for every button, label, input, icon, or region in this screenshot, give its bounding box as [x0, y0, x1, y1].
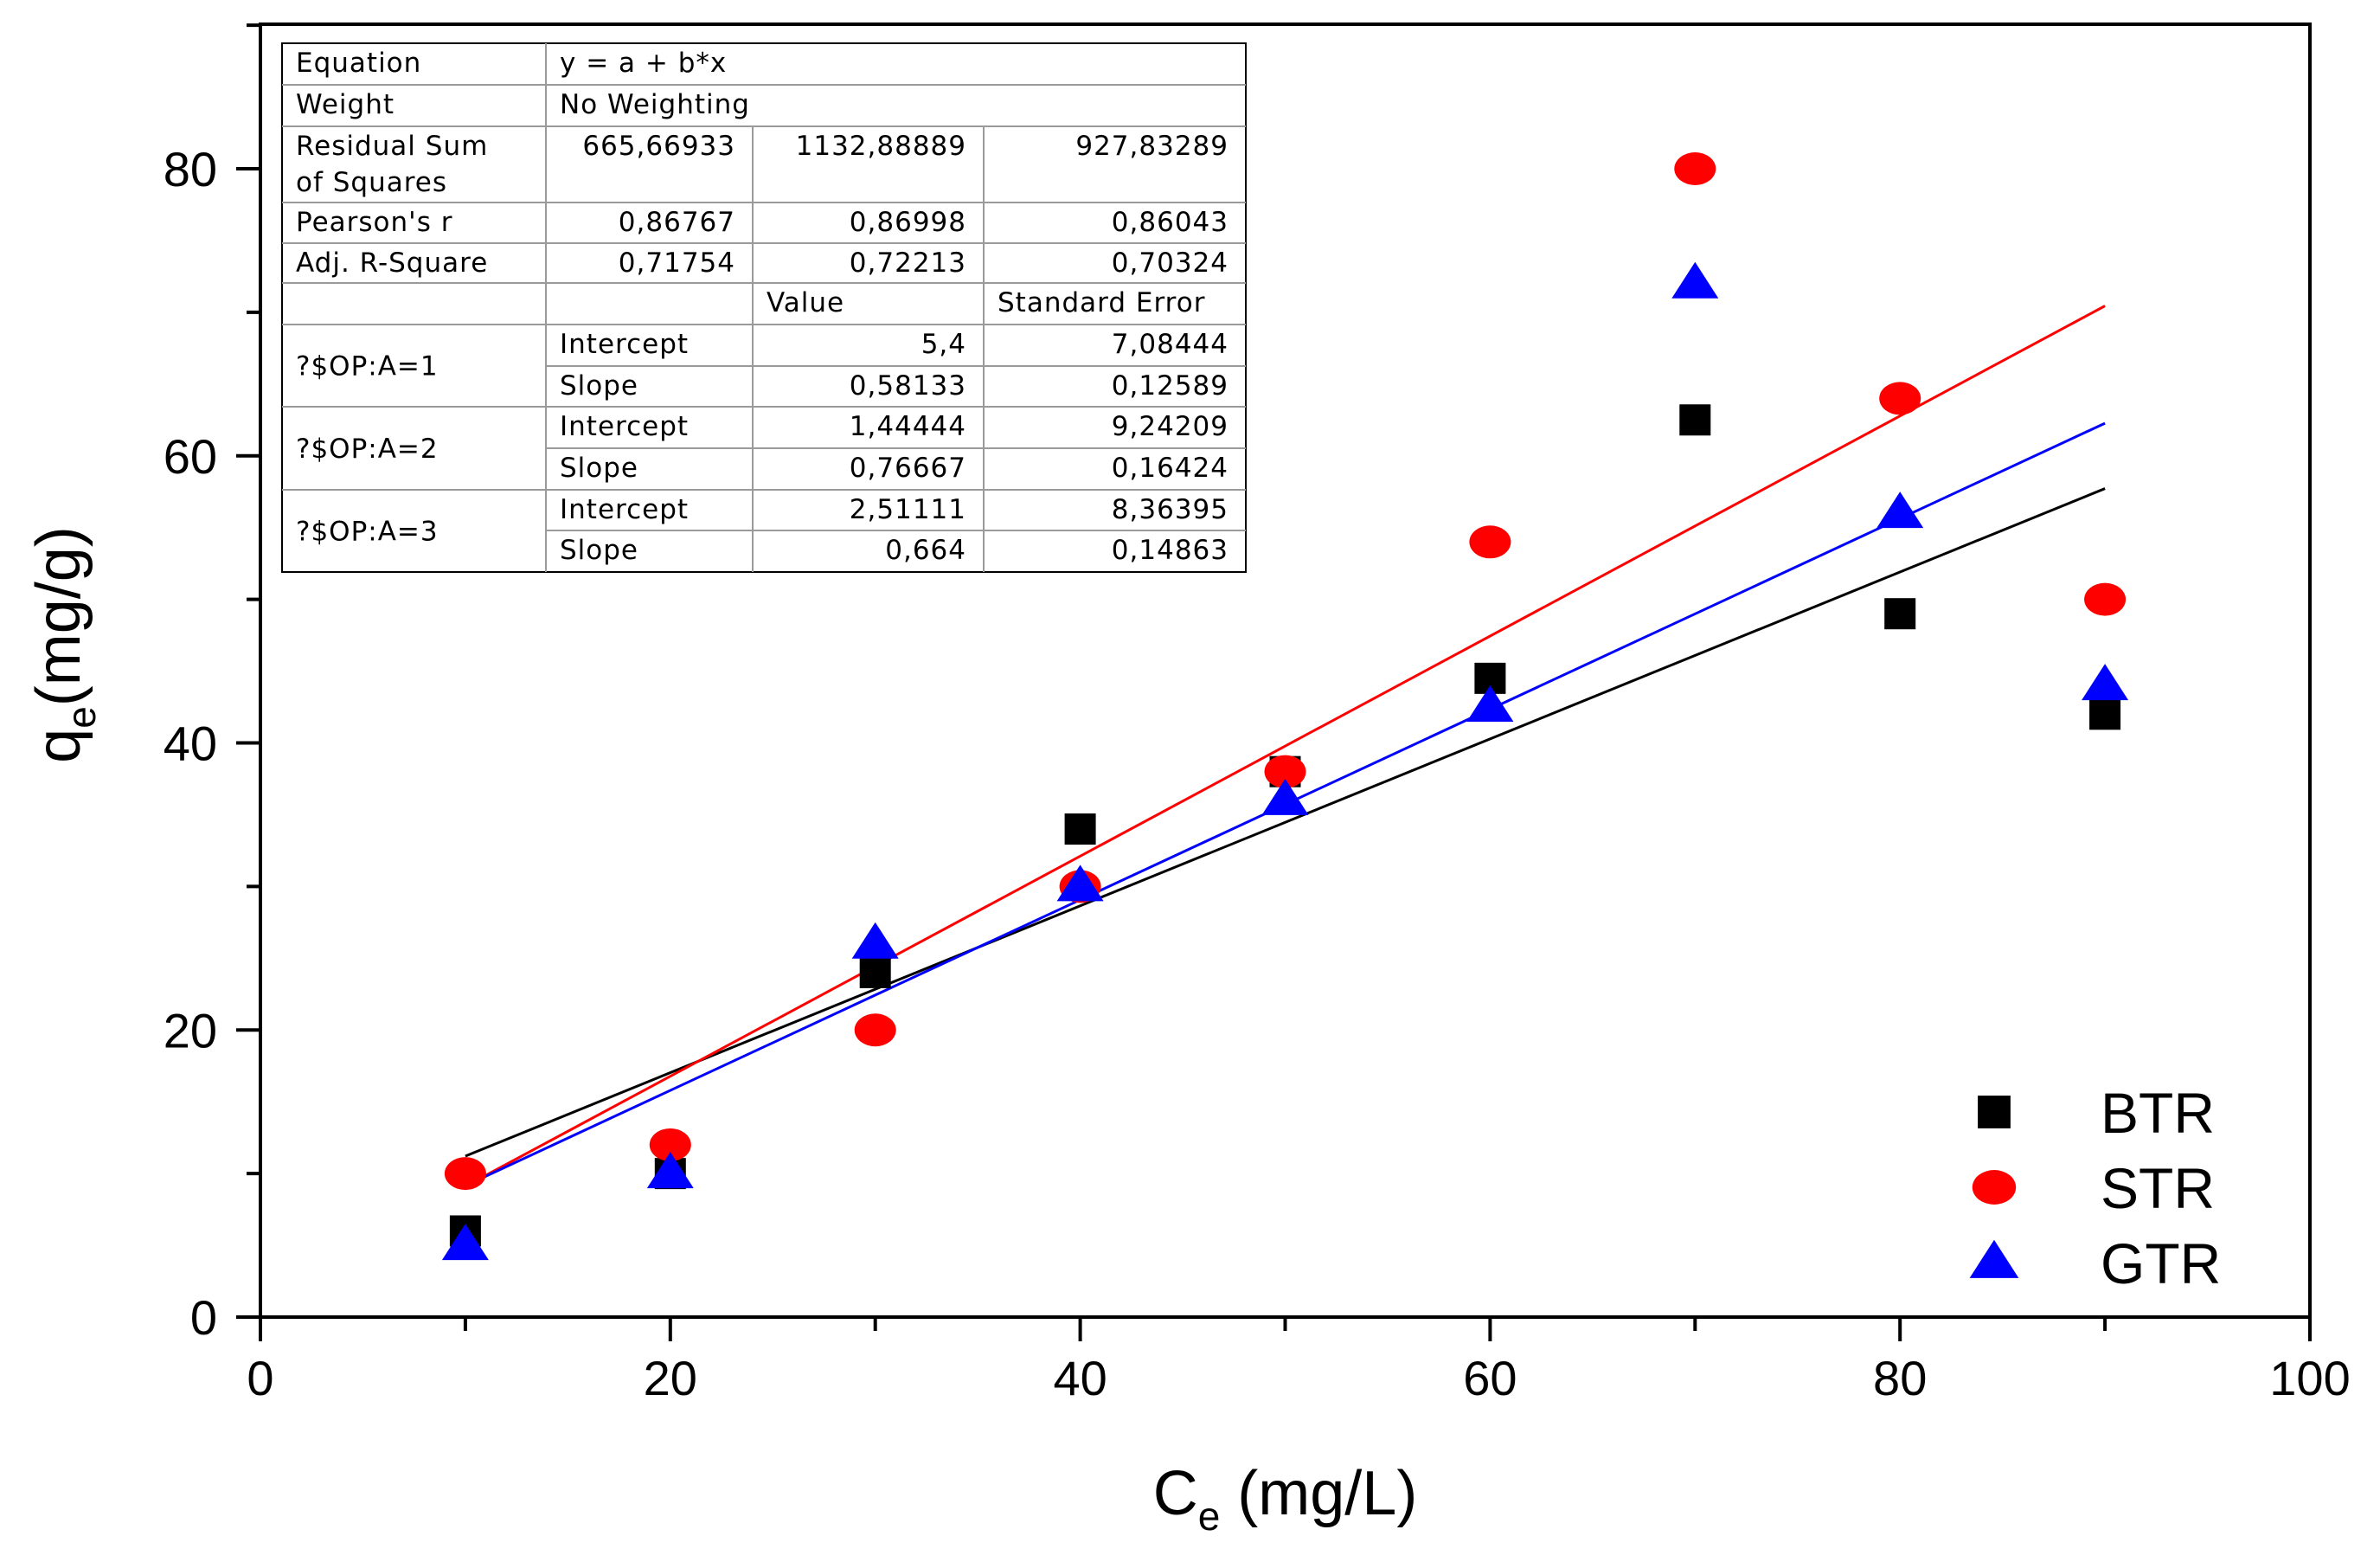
fit-line-btr	[465, 487, 2106, 1158]
point-str-60	[1469, 525, 1511, 559]
point-gtr-50	[1261, 778, 1309, 815]
table-cell: 5,4	[921, 329, 966, 360]
point-btr-90	[2089, 698, 2121, 730]
x-tick-label: 100	[2269, 1351, 2350, 1405]
point-str-80	[1879, 382, 1921, 415]
table-cell: Intercept	[560, 494, 689, 525]
table-cell: 2,51111	[850, 494, 966, 525]
table-cell: 0,72213	[850, 247, 966, 279]
point-str-90	[2084, 582, 2127, 616]
x-tick-label: 0	[247, 1351, 273, 1405]
table-cell: Intercept	[560, 411, 689, 442]
table-cell: 7,08444	[1112, 329, 1228, 360]
x-tick-label: 40	[1053, 1351, 1107, 1405]
fit-statistics-table: Equation y = a + b*x Weight No Weighting Res…	[281, 42, 1247, 573]
table-cell: y = a + b*x	[560, 48, 727, 79]
point-btr-40	[1064, 813, 1096, 845]
table-cell: of Squares	[296, 167, 447, 198]
data-points	[441, 152, 2129, 1261]
table-cell: Slope	[560, 453, 638, 484]
fit-line-str	[465, 305, 2106, 1188]
point-str-10	[444, 1157, 486, 1191]
table-cell: 0,86767	[619, 207, 735, 238]
x-tick-label: 20	[644, 1351, 697, 1405]
table-cell: Slope	[560, 370, 638, 402]
table-cell: Weight	[296, 89, 395, 120]
table-cell: Standard Error	[998, 287, 1205, 318]
table-frame	[281, 42, 1247, 573]
x-tick-label: 60	[1463, 1351, 1517, 1405]
point-str-70	[1674, 152, 1716, 185]
table-cell: Pearson's r	[296, 207, 452, 238]
table-cell: 0,86043	[1112, 207, 1228, 238]
y-axis-title-unit: (mg/g)	[24, 526, 93, 706]
x-axis-title-unit: (mg/L)	[1220, 1459, 1417, 1528]
table-cell: Slope	[560, 535, 638, 566]
y-tick-label: 80	[164, 142, 217, 196]
table-cell: 0,58133	[850, 370, 966, 402]
table-cell: No Weighting	[560, 89, 750, 120]
table-cell: 665,66933	[582, 131, 735, 162]
y-tick-label: 60	[164, 429, 217, 484]
table-cell: Residual Sum	[296, 131, 488, 162]
table-cell: Adj. R-Square	[296, 247, 488, 279]
table-cell: 0,16424	[1112, 453, 1228, 484]
table-cell: 0,12589	[1112, 370, 1228, 402]
axis-titles: Ce (mg/L) qe(mg/g)	[24, 526, 1417, 1539]
point-str-20	[649, 1128, 691, 1161]
y-axis-title: qe(mg/g)	[24, 526, 104, 763]
point-btr-80	[1884, 598, 1916, 630]
table-cell: Equation	[296, 48, 421, 79]
table-cell: 0,86998	[850, 207, 966, 238]
legend-marker-gtr	[1969, 1239, 2019, 1278]
y-tick-label: 40	[164, 717, 217, 771]
legend-label-gtr: GTR	[2101, 1231, 2221, 1295]
table-cell: 0,70324	[1112, 247, 1228, 279]
point-btr-30	[859, 956, 891, 988]
table-cell: 927,83289	[1075, 131, 1228, 162]
point-gtr-70	[1671, 261, 1719, 299]
table-cell: 8,36395	[1112, 494, 1228, 525]
table-cell: 1132,88889	[796, 131, 966, 162]
point-str-50	[1264, 755, 1306, 788]
point-gtr-60	[1466, 685, 1514, 723]
point-gtr-30	[851, 922, 899, 959]
point-gtr-40	[1056, 864, 1104, 902]
table-cell: Intercept	[560, 329, 689, 360]
table-cell-group: ?$OP:A=1	[296, 351, 439, 382]
point-gtr-90	[2082, 664, 2129, 701]
x-axis-title-main: C	[1153, 1459, 1198, 1528]
y-tick-label: 20	[164, 1003, 217, 1057]
point-btr-70	[1679, 404, 1711, 436]
table-cell: Value	[767, 287, 844, 318]
legend-label-str: STR	[2101, 1156, 2215, 1220]
x-tick-label: 80	[1873, 1351, 1927, 1405]
point-gtr-20	[646, 1152, 694, 1189]
table-cell-group: ?$OP:A=2	[296, 434, 439, 465]
legend-label-btr: BTR	[2101, 1081, 2215, 1145]
y-axis-title-subscript: e	[59, 706, 104, 729]
table-cell: 1,44444	[850, 411, 966, 442]
legend-marker-str	[1972, 1170, 2017, 1205]
y-axis-title-main: q	[24, 729, 93, 763]
x-axis-title: Ce (mg/L)	[1153, 1459, 1418, 1539]
table-cell: 0,664	[885, 535, 966, 566]
table-cell: 0,76667	[850, 453, 966, 484]
legend-marker-btr	[1978, 1096, 2011, 1128]
legend: BTR STR GTR	[1969, 1081, 2221, 1295]
y-tick-label: 0	[190, 1290, 217, 1345]
table-cell-group: ?$OP:A=3	[296, 517, 439, 548]
axis-ticks: 0 20 40 60 80 100 0 20 40 60 80	[164, 23, 2351, 1405]
table-cell: 9,24209	[1112, 411, 1228, 442]
point-gtr-10	[441, 1224, 489, 1261]
point-gtr-80	[1876, 492, 1924, 529]
point-str-30	[854, 1013, 896, 1047]
table-cell: 0,14863	[1112, 535, 1228, 566]
table-cell: 0,71754	[619, 247, 735, 279]
x-axis-title-subscript: e	[1198, 1494, 1221, 1539]
